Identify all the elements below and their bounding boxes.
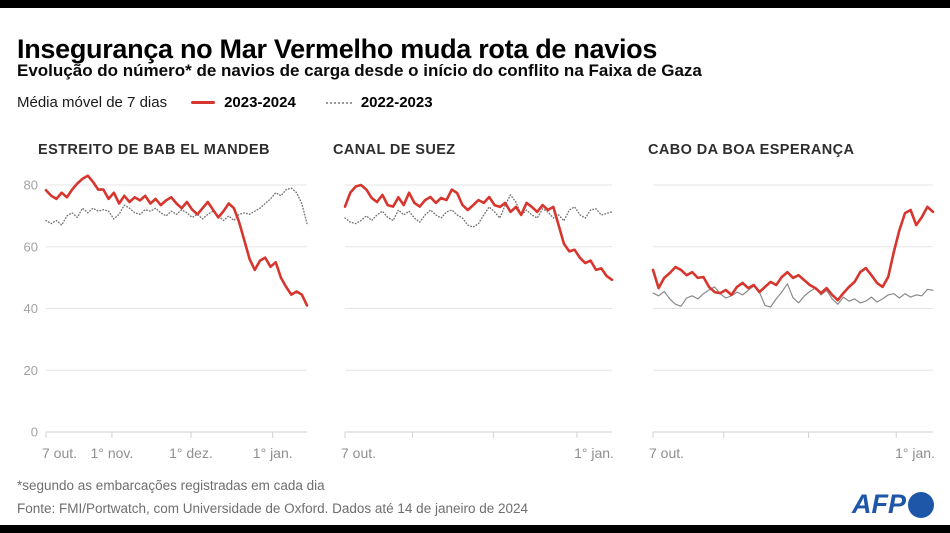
chart-1-y-tick-label: 40 bbox=[24, 301, 38, 316]
legend-series-label: 2023-2024 bbox=[224, 94, 296, 111]
chart-1-x-tick-label: 7 out. bbox=[42, 445, 77, 461]
top-black-bar bbox=[0, 0, 950, 8]
chart-1-x-tick-label: 1° nov. bbox=[91, 445, 134, 461]
chart-1-line-2022-2023 bbox=[45, 187, 308, 226]
legend-item-2022-2023: 2022-2023 bbox=[325, 94, 433, 111]
chart-3-x-tick-label: 1° jan. bbox=[895, 445, 935, 461]
chart-2-line-2023-2024 bbox=[343, 183, 614, 282]
chart-2-x-tick-label: 7 out. bbox=[341, 445, 376, 461]
footnote: *segundo as embarcações registradas em c… bbox=[17, 478, 325, 493]
chart-2-x-tick-label: 1° jan. bbox=[574, 445, 614, 461]
chart-1-y-tick-label: 80 bbox=[24, 178, 38, 193]
chart-title-cabo-boa-esperanca: CABO DA BOA ESPERANÇA bbox=[648, 142, 855, 158]
bottom-black-bar bbox=[0, 525, 950, 533]
legend-label: Média móvel de 7 dias bbox=[17, 94, 168, 111]
legend: Média móvel de 7 dias 2023-2024 2022-202… bbox=[17, 94, 463, 111]
gray-dotted-line-swatch-icon bbox=[325, 101, 352, 104]
afp-logo: AFP bbox=[852, 489, 934, 520]
source-line: Fonte: FMI/Portwatch, com Universidade d… bbox=[17, 501, 529, 516]
chart-3-line-2022-2023 bbox=[652, 283, 934, 308]
legend-item-2023-2024: 2023-2024 bbox=[191, 94, 296, 111]
chart-title-bab-el-mandeb: ESTREITO DE BAB EL MANDEB bbox=[38, 142, 270, 158]
chart-3-x-tick-label: 7 out. bbox=[649, 445, 684, 461]
afp-logo-circle-icon bbox=[908, 491, 934, 518]
page-subtitle: Evolução do número* de navios de carga d… bbox=[17, 61, 702, 80]
legend-series-label: 2022-2023 bbox=[360, 94, 433, 111]
chart-1-line-2023-2024 bbox=[44, 174, 309, 307]
chart-1-y-tick-label: 0 bbox=[31, 425, 38, 440]
chart-1-x-tick-label: 1° dez. bbox=[169, 445, 213, 461]
chart-1-x-tick-label: 1° jan. bbox=[253, 445, 293, 461]
page-title: Insegurança no Mar Vermelho muda rota de… bbox=[17, 34, 658, 65]
red-line-swatch-icon bbox=[191, 101, 216, 104]
chart-1-y-tick-label: 60 bbox=[24, 239, 38, 254]
chart-1-y-tick-label: 20 bbox=[24, 363, 38, 378]
afp-logo-text: AFP bbox=[852, 489, 906, 519]
chart-title-canal-de-suez: CANAL DE SUEZ bbox=[333, 142, 456, 158]
chart-3-line-2023-2024 bbox=[651, 205, 935, 302]
chart-2-line-2022-2023 bbox=[344, 194, 613, 228]
